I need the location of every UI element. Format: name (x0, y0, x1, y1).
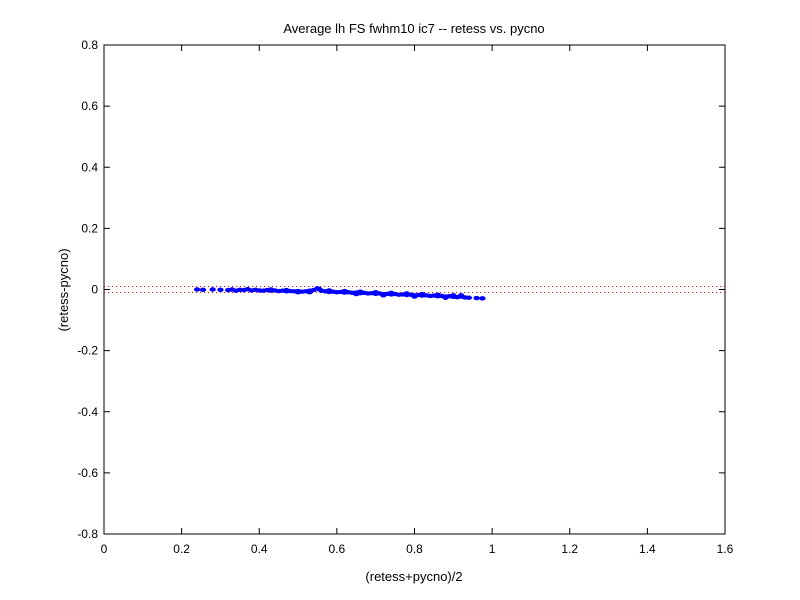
data-point (434, 292, 441, 297)
data-point (353, 291, 360, 297)
data-point (479, 296, 486, 301)
data-point (450, 293, 457, 298)
data-point (411, 294, 418, 299)
data-point (199, 287, 207, 293)
data-point (457, 293, 465, 298)
x-tick-label: 1.6 (717, 542, 734, 556)
y-tick-label: 0 (91, 283, 98, 297)
data-point (341, 288, 348, 294)
x-tick-label: 0.6 (329, 542, 346, 556)
x-axis-label: (retess+pycno)/2 (365, 569, 462, 584)
data-point (217, 287, 224, 293)
x-tick-label: 0 (101, 542, 108, 556)
plot-area: 0 0.2 0.4 0.6 0.8 1 1.2 1.4 1.6 0.8 0.6 0.4 0.2 0 -0.2… (77, 38, 733, 556)
data-point (325, 288, 333, 293)
data-point (419, 291, 426, 297)
data-point (372, 290, 379, 295)
chart-title: Average lh FS fwhm10 ic7 -- retess vs. p… (283, 21, 544, 36)
data-point (388, 290, 395, 296)
y-tick-label: 0.2 (81, 221, 98, 235)
y-tick-label: 0.4 (81, 160, 98, 174)
y-tick-label: -0.8 (77, 527, 98, 541)
data-point (209, 287, 216, 292)
data-point (232, 288, 240, 293)
x-tick-label: 1 (489, 542, 496, 556)
y-tick-label: -0.4 (77, 405, 98, 419)
y-axis-label: (retess-pycno) (56, 248, 71, 331)
x-tick-label: 0.2 (173, 542, 190, 556)
data-point (244, 286, 251, 292)
x-tick-label: 1.2 (561, 542, 578, 556)
data-point (473, 295, 480, 301)
y-tick-label: 0.8 (81, 38, 98, 52)
y-tick-label: 0.6 (81, 99, 98, 113)
data-point (306, 290, 313, 295)
x-tick-label: 0.8 (406, 542, 423, 556)
data-point (442, 295, 449, 300)
data-point (267, 287, 275, 292)
x-tick-label: 0.4 (251, 542, 268, 556)
data-point (193, 287, 201, 292)
x-tick-label: 1.4 (639, 542, 656, 556)
y-tick-label: -0.2 (77, 344, 98, 358)
data-point (380, 293, 387, 298)
data-point (465, 295, 473, 300)
data-point (283, 287, 290, 293)
data-point (294, 290, 302, 295)
y-tick-label: -0.6 (77, 466, 98, 480)
data-point (403, 291, 410, 296)
